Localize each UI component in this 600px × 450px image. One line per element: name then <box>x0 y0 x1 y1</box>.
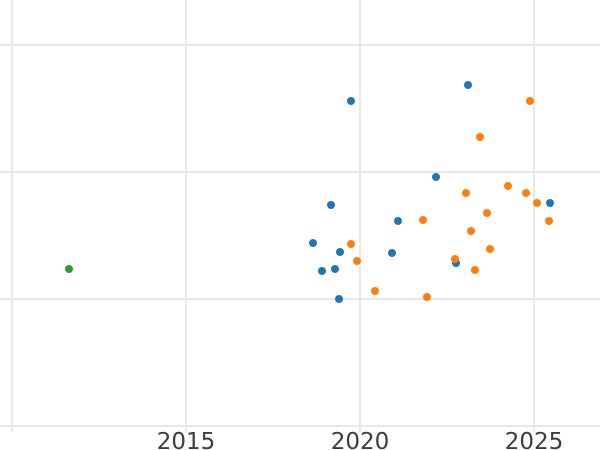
data-point-blue <box>335 295 343 303</box>
data-point-orange <box>483 209 491 217</box>
data-point-blue <box>394 217 402 225</box>
data-point-orange <box>419 216 427 224</box>
data-point-orange <box>371 287 379 295</box>
data-point-blue <box>347 97 355 105</box>
data-point-orange <box>451 255 459 263</box>
data-point-orange <box>471 266 479 274</box>
data-point-blue <box>331 265 339 273</box>
data-point-orange <box>423 293 431 301</box>
data-point-blue <box>388 249 396 257</box>
data-point-orange <box>476 133 484 141</box>
data-point-orange <box>486 245 494 253</box>
x-axis-ticks-group <box>11 426 535 432</box>
data-point-orange <box>347 240 355 248</box>
data-point-green <box>65 265 73 273</box>
data-point-blue <box>336 248 344 256</box>
gridlines-group <box>0 0 600 427</box>
data-point-orange <box>353 257 361 265</box>
data-point-orange <box>467 227 475 235</box>
x-axis-tick-label: 2020 <box>331 429 390 450</box>
data-point-blue <box>309 239 317 247</box>
data-point-orange <box>522 189 530 197</box>
data-point-blue <box>546 199 554 207</box>
data-point-orange <box>462 189 470 197</box>
data-point-orange <box>545 217 553 225</box>
data-point-blue <box>432 173 440 181</box>
data-point-blue <box>464 81 472 89</box>
data-point-orange <box>504 182 512 190</box>
x-axis-tick-label: 2015 <box>157 429 216 450</box>
data-points-group <box>65 81 554 303</box>
data-point-blue <box>327 201 335 209</box>
data-point-blue <box>318 267 326 275</box>
x-axis-tick-label: 2025 <box>505 429 564 450</box>
data-point-orange <box>526 97 534 105</box>
data-point-orange <box>533 199 541 207</box>
x-axis-labels-group: 2015 2020 2025 <box>157 429 564 450</box>
